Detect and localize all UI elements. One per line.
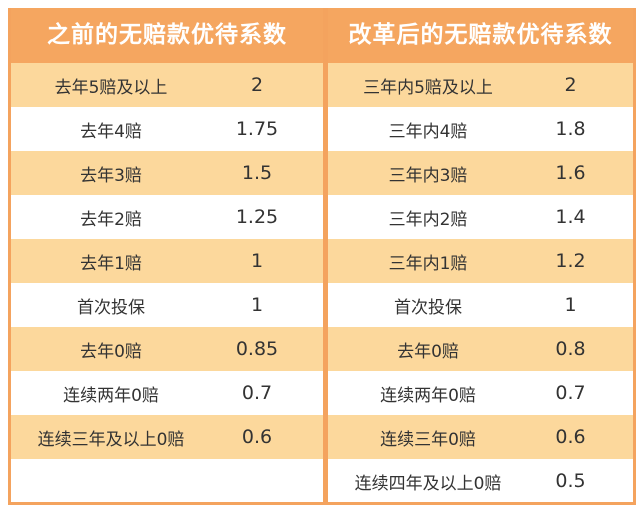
row-value: 0.6 <box>241 426 273 448</box>
after-reform-column: 改革后的无赔款优待系数 三年内5赔及以上 2 三年内4赔 1.8 三年内3赔 1.6 … <box>328 8 633 502</box>
table-row: 连续四年及以上0赔 0.5 <box>328 459 633 503</box>
row-value: 1 <box>564 294 577 316</box>
row-value: 1.8 <box>555 118 586 140</box>
table-header-band <box>11 8 633 63</box>
row-label: 连续三年0赔 <box>380 429 476 450</box>
table-row: 三年内1赔 1.2 <box>328 239 633 283</box>
row-label: 去年0赔 <box>80 341 142 362</box>
row-label: 三年内3赔 <box>388 165 468 186</box>
row-label: 三年内1赔 <box>388 253 468 274</box>
row-value: 0.7 <box>241 382 273 404</box>
row-label: 首次投保 <box>77 297 145 318</box>
row-label: 去年0赔 <box>397 341 459 362</box>
table-row: 首次投保 1 <box>328 283 633 327</box>
table-row: 连续两年0赔 0.7 <box>11 371 323 415</box>
table-row: 去年1赔 1 <box>11 239 323 283</box>
row-value: 0.7 <box>555 382 586 404</box>
row-value: 1 <box>250 294 264 316</box>
row-value: 1 <box>250 250 264 272</box>
row-label: 去年1赔 <box>80 253 142 274</box>
table-row: 三年内5赔及以上 2 <box>328 63 633 107</box>
row-label: 三年内2赔 <box>388 209 468 230</box>
table-row: 去年3赔 1.5 <box>11 151 323 195</box>
table-row: 三年内4赔 1.8 <box>328 107 633 151</box>
table-row: 三年内3赔 1.6 <box>328 151 633 195</box>
table-row: 去年2赔 1.25 <box>11 195 323 239</box>
row-label: 三年内5赔及以上 <box>363 77 493 98</box>
table-row: 连续三年0赔 0.6 <box>328 415 633 459</box>
row-value: 1.6 <box>555 162 586 184</box>
row-value: 0.85 <box>235 338 279 360</box>
row-label: 去年5赔及以上 <box>54 77 168 98</box>
before-reform-title: 之前的无赔款优待系数 <box>47 22 287 48</box>
table-row: 连续两年0赔 0.7 <box>328 371 633 415</box>
table-row: 去年5赔及以上 2 <box>11 63 323 107</box>
row-value: 1.25 <box>235 206 279 228</box>
row-value: 1.4 <box>555 206 586 228</box>
table-row: 三年内2赔 1.4 <box>328 195 633 239</box>
table-row: 首次投保 1 <box>11 283 323 327</box>
row-label: 连续四年及以上0赔 <box>354 473 502 494</box>
row-label: 去年4赔 <box>80 121 142 142</box>
row-label: 首次投保 <box>394 297 462 318</box>
coefficient-comparison-table: 之前的无赔款优待系数 去年5赔及以上 2 去年4赔 1.75 去年3赔 1.5 去年2… <box>8 8 636 505</box>
after-reform-title: 改革后的无赔款优待系数 <box>348 22 613 48</box>
row-value: 1.2 <box>555 250 586 272</box>
row-value: 0.6 <box>555 426 586 448</box>
table-row-empty <box>11 459 323 503</box>
row-label: 去年3赔 <box>80 165 142 186</box>
table-row: 去年0赔 0.85 <box>11 327 323 371</box>
table-row: 连续三年及以上0赔 0.6 <box>11 415 323 459</box>
row-value: 0.8 <box>555 338 586 360</box>
row-value: 0.5 <box>555 470 586 492</box>
row-label: 连续两年0赔 <box>63 385 159 406</box>
row-value: 2 <box>250 74 264 96</box>
row-value: 1.75 <box>235 118 279 140</box>
row-value: 1.5 <box>241 162 273 184</box>
row-label: 去年2赔 <box>80 209 142 230</box>
row-value: 2 <box>564 74 577 96</box>
table-row: 去年4赔 1.75 <box>11 107 323 151</box>
before-reform-column: 之前的无赔款优待系数 去年5赔及以上 2 去年4赔 1.75 去年3赔 1.5 去年2… <box>11 8 323 502</box>
row-label: 连续三年及以上0赔 <box>37 429 185 450</box>
row-label: 三年内4赔 <box>388 121 468 142</box>
table-row: 去年0赔 0.8 <box>328 327 633 371</box>
column-divider <box>323 8 328 502</box>
row-label: 连续两年0赔 <box>380 385 476 406</box>
